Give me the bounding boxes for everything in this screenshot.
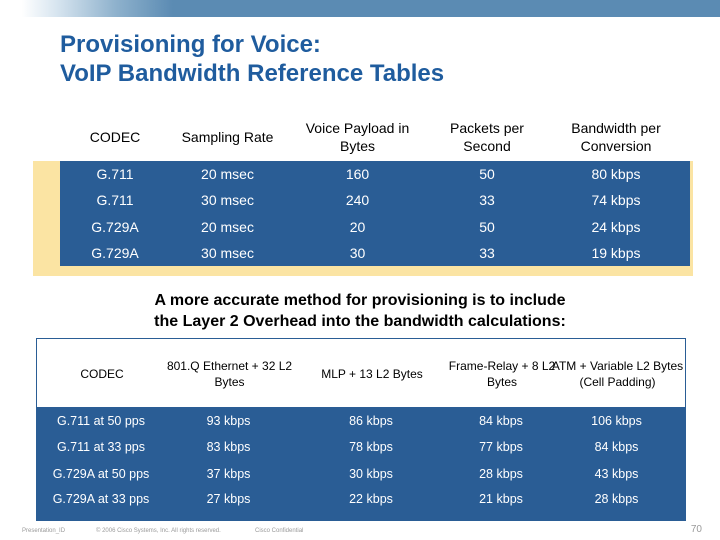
table-row: G.711 20 msec 160 50 80 kbps [60,161,690,187]
table1-cell-bandwidth: 80 kbps [591,166,641,182]
overhead-note: A more accurate method for provisioning … [90,290,630,332]
table2-cell-atm: 28 kbps [594,492,639,506]
table2-cell-atm: 43 kbps [594,467,639,481]
table2-cell-mlp: 78 kbps [349,440,393,454]
table2-header-codec: CODEC [80,367,124,381]
overhead-note-line-2: the Layer 2 Overhead into the bandwidth … [154,313,566,330]
table2-cell-codec: G.729A at 33 pps [52,492,150,506]
table1-cell-sampling-rate: 30 msec [201,192,254,208]
table1-cell-codec: G.729A [91,245,139,261]
table-row: G.729A 20 msec 20 50 24 kbps [60,214,690,240]
table1-cell-codec: G.729A [91,219,139,235]
table1-header-sampling-rate: Sampling Rate [181,129,274,145]
table1-cell-pps: 50 [479,219,495,235]
table2-header-mlp: MLP + 13 L2 Bytes [321,367,423,381]
table1-cell-pps: 33 [479,192,495,208]
table1-header-codec: CODEC [89,129,141,145]
table2-cell-codec: G.711 at 50 pps [56,414,146,428]
table2-cell-frame-relay: 28 kbps [479,467,523,481]
table2-cell-ethernet: 27 kbps [206,492,251,506]
table1-cell-sampling-rate: 30 msec [201,245,254,261]
table2-cell-ethernet: 37 kbps [206,467,251,481]
slide-title-line-2: VoIP Bandwidth Reference Tables [60,60,445,87]
table1-cell-sampling-rate: 20 msec [201,166,254,182]
table2-cell-frame-relay: 77 kbps [479,440,523,454]
table1-cell-payload: 20 [349,219,366,235]
table-row: G.729A at 33 pps 27 kbps 22 kbps 21 kbps… [36,486,686,512]
table2-header-frame-relay: Frame-Relay + 8 L2 Bytes [448,359,556,389]
table2: CODEC 801.Q Ethernet + 32 L2 Bytes MLP +… [36,338,686,521]
table1-cell-bandwidth: 24 kbps [591,219,641,235]
slide-title: Provisioning for Voice: VoIP Bandwidth R… [60,30,700,88]
table2-cell-atm: 84 kbps [594,440,639,454]
table2-cell-frame-relay: 21 kbps [479,492,523,506]
slide-title-line-1: Provisioning for Voice: [60,31,321,58]
table1-cell-codec: G.711 [96,192,134,208]
table1-cell-bandwidth: 74 kbps [591,192,641,208]
table2-cell-ethernet: 83 kbps [206,440,251,454]
table1-body: G.711 20 msec 160 50 80 kbps G.711 30 ms… [60,161,690,266]
table1-cell-payload: 160 [345,166,370,182]
table1-cell-bandwidth: 19 kbps [591,245,641,261]
page-number: 70 [690,524,702,535]
overhead-note-line-1: A more accurate method for provisioning … [154,292,566,309]
table2-cell-codec: G.711 at 33 pps [56,440,146,454]
table-row: G.729A at 50 pps 37 kbps 30 kbps 28 kbps… [36,461,686,487]
table1-cell-codec: G.711 [96,166,134,182]
table-row: G.711 at 50 pps 93 kbps 86 kbps 84 kbps … [36,408,686,434]
table2-header-atm: ATM + Variable L2 Bytes (Cell Padding) [551,359,684,389]
table2-cell-frame-relay: 84 kbps [479,414,523,428]
table2-header-ethernet: 801.Q Ethernet + 32 L2 Bytes [166,359,293,389]
table-row: G.711 at 33 pps 83 kbps 78 kbps 77 kbps … [36,434,686,460]
table2-cell-mlp: 22 kbps [349,492,393,506]
table-row: G.729A 30 msec 30 33 19 kbps [60,240,690,266]
table2-cell-atm: 106 kbps [591,414,642,428]
table-row: G.711 30 msec 240 33 74 kbps [60,187,690,213]
table2-header: CODEC 801.Q Ethernet + 32 L2 Bytes MLP +… [36,338,686,408]
footer-presentation-id: Presentation_ID [22,528,66,534]
table1-cell-sampling-rate: 20 msec [201,219,254,235]
table1-header: CODEC Sampling Rate Voice Payload in Byt… [60,113,690,161]
footer-confidential: Cisco Confidential [255,528,304,534]
table1-header-packets-per-second: Packets per Second [450,120,524,154]
table2-cell-codec: G.729A at 50 pps [52,467,150,481]
top-banner-strip [0,0,720,17]
table2-cell-ethernet: 93 kbps [206,414,251,428]
table1-cell-pps: 50 [479,166,495,182]
footer-copyright: © 2006 Cisco Systems, Inc. All rights re… [96,528,221,534]
table2-cell-mlp: 86 kbps [349,414,393,428]
table1-cell-payload: 30 [349,245,366,261]
table2-cell-mlp: 30 kbps [349,467,393,481]
table1-cell-pps: 33 [479,245,495,261]
table1-header-bandwidth: Bandwidth per Conversion [571,120,661,154]
table1-cell-payload: 240 [345,192,370,208]
table1-header-voice-payload: Voice Payload in Bytes [305,120,410,154]
